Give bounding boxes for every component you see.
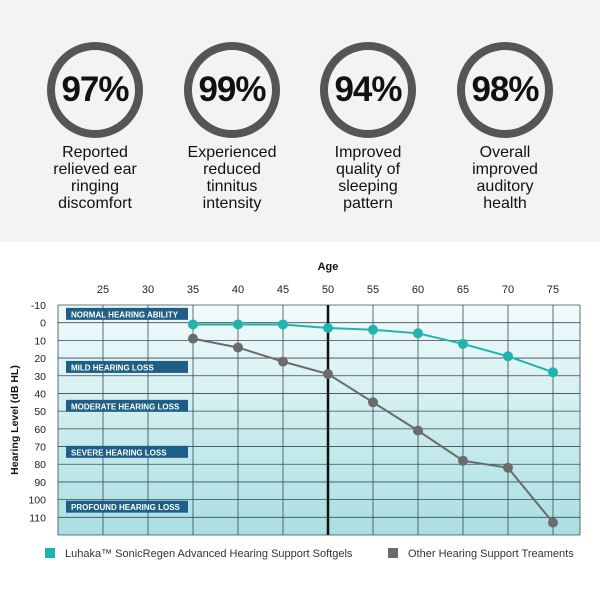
caption-line: Overall xyxy=(479,144,531,161)
data-point-1 xyxy=(188,333,198,344)
data-point-0 xyxy=(458,338,468,349)
y-tick-label: 30 xyxy=(34,371,46,383)
data-point-1 xyxy=(233,342,243,353)
data-point-0 xyxy=(413,328,423,339)
x-axis-label: Age xyxy=(318,261,339,273)
y-tick-label: 100 xyxy=(28,495,46,507)
x-tick-label: 55 xyxy=(367,284,379,296)
y-tick-label: 110 xyxy=(29,512,46,524)
legend-swatch xyxy=(388,548,398,558)
data-point-0 xyxy=(548,367,558,378)
data-point-0 xyxy=(503,351,513,362)
legend-label: Other Hearing Support Treaments xyxy=(408,548,574,560)
stat-percent: 97% xyxy=(61,70,129,109)
x-tick-label: 25 xyxy=(97,284,109,296)
y-tick-label: -10 xyxy=(31,300,46,312)
data-point-0 xyxy=(368,324,378,335)
zone-label-box xyxy=(66,399,188,412)
x-tick-label: 75 xyxy=(547,284,559,296)
caption-line: tinnitus xyxy=(206,178,258,195)
y-tick-label: 60 xyxy=(34,424,46,436)
zone-label-box xyxy=(66,445,188,458)
ring-graphic xyxy=(457,42,553,138)
zone-label-box xyxy=(66,500,188,513)
stat-sleep-quality: 94% Improved quality of sleeping pattern xyxy=(303,40,433,212)
data-point-0 xyxy=(278,319,288,330)
progress-ring: 99% xyxy=(182,40,282,140)
zone-label: NORMAL HEARING ABILITY xyxy=(71,310,179,319)
stat-percent: 99% xyxy=(198,70,266,109)
stats-panel: 97% Reported relieved ear ringing discom… xyxy=(0,0,600,242)
progress-ring: 94% xyxy=(318,40,418,140)
stat-caption: Experienced reduced tinnitus intensity xyxy=(167,144,297,212)
y-tick-label: 0 xyxy=(40,318,46,330)
stat-caption: Reported relieved ear ringing discomfort xyxy=(30,144,160,212)
y-tick-label: 90 xyxy=(34,477,46,489)
y-tick-label: 10 xyxy=(34,335,46,347)
ring-graphic xyxy=(320,42,416,138)
stat-caption: Overall improved auditory health xyxy=(440,144,570,212)
data-point-0 xyxy=(233,319,243,330)
y-axis-label: Hearing Level (dB HL) xyxy=(9,365,21,475)
data-point-1 xyxy=(503,462,513,473)
stat-reduced-tinnitus: 99% Experienced reduced tinnitus intensi… xyxy=(167,40,297,212)
y-tick-label: 70 xyxy=(34,442,46,454)
caption-line: discomfort xyxy=(58,195,132,212)
zone-label: MILD HEARING LOSS xyxy=(71,363,154,372)
zone-label: PROFOUND HEARING LOSS xyxy=(71,503,181,512)
data-point-1 xyxy=(413,425,423,436)
x-tick-label: 35 xyxy=(187,284,199,296)
y-tick-label: 40 xyxy=(34,388,46,400)
y-tick-label: 50 xyxy=(34,406,46,418)
stat-relieved-ringing: 97% Reported relieved ear ringing discom… xyxy=(30,40,160,212)
caption-line: Improved xyxy=(334,144,402,161)
caption-line: intensity xyxy=(202,195,262,212)
x-tick-label: 50 xyxy=(322,284,334,296)
caption-line: quality of xyxy=(335,161,401,178)
caption-line: Reported xyxy=(62,144,128,161)
caption-line: health xyxy=(483,195,527,212)
stat-caption: Improved quality of sleeping pattern xyxy=(303,144,433,212)
caption-line: pattern xyxy=(343,195,393,212)
ring-graphic xyxy=(47,42,143,138)
y-tick-label: 20 xyxy=(34,353,46,365)
data-point-0 xyxy=(323,323,333,333)
x-tick-label: 65 xyxy=(457,284,469,296)
caption-line: auditory xyxy=(476,178,534,195)
stat-auditory-health: 98% Overall improved auditory health xyxy=(440,40,570,212)
data-point-0 xyxy=(188,319,198,330)
caption-line: improved xyxy=(472,161,538,178)
zone-label: MODERATE HEARING LOSS xyxy=(71,402,180,411)
data-point-1 xyxy=(278,356,288,367)
caption-line: relieved ear xyxy=(53,161,137,178)
ring-graphic xyxy=(184,42,280,138)
legend-swatch xyxy=(45,548,55,558)
legend-item-softgels: Luhaka™ SonicRegen Advanced Hearing Supp… xyxy=(45,548,352,560)
x-tick-label: 60 xyxy=(412,284,424,296)
data-point-1 xyxy=(548,517,558,528)
caption-line: reduced xyxy=(203,161,261,178)
progress-ring: 98% xyxy=(455,40,555,140)
x-tick-label: 70 xyxy=(502,284,514,296)
x-tick-label: 40 xyxy=(232,284,244,296)
caption-line: sleeping xyxy=(338,178,398,195)
data-point-1 xyxy=(323,369,333,379)
caption-line: ringing xyxy=(70,178,120,195)
stat-percent: 98% xyxy=(471,70,539,109)
legend-item-other: Other Hearing Support Treaments xyxy=(388,548,574,560)
zone-label-box xyxy=(66,360,188,373)
zone-label-box xyxy=(66,307,188,320)
stat-percent: 94% xyxy=(334,70,402,109)
caption-line: Experienced xyxy=(187,144,277,161)
y-tick-label: 80 xyxy=(34,459,46,471)
progress-ring: 97% xyxy=(45,40,145,140)
legend-label: Luhaka™ SonicRegen Advanced Hearing Supp… xyxy=(65,548,353,560)
data-point-1 xyxy=(458,455,468,466)
x-tick-label: 45 xyxy=(277,284,289,296)
hearing-level-chart: 25 30 35 40 45 50 55 60 65 70 75 Age -10 0 10 20 30 40 50 6… xyxy=(9,261,581,536)
plot-area xyxy=(58,305,580,535)
x-tick-label: 30 xyxy=(142,284,154,296)
zone-label: SEVERE HEARING LOSS xyxy=(71,448,167,457)
data-point-1 xyxy=(368,397,378,408)
